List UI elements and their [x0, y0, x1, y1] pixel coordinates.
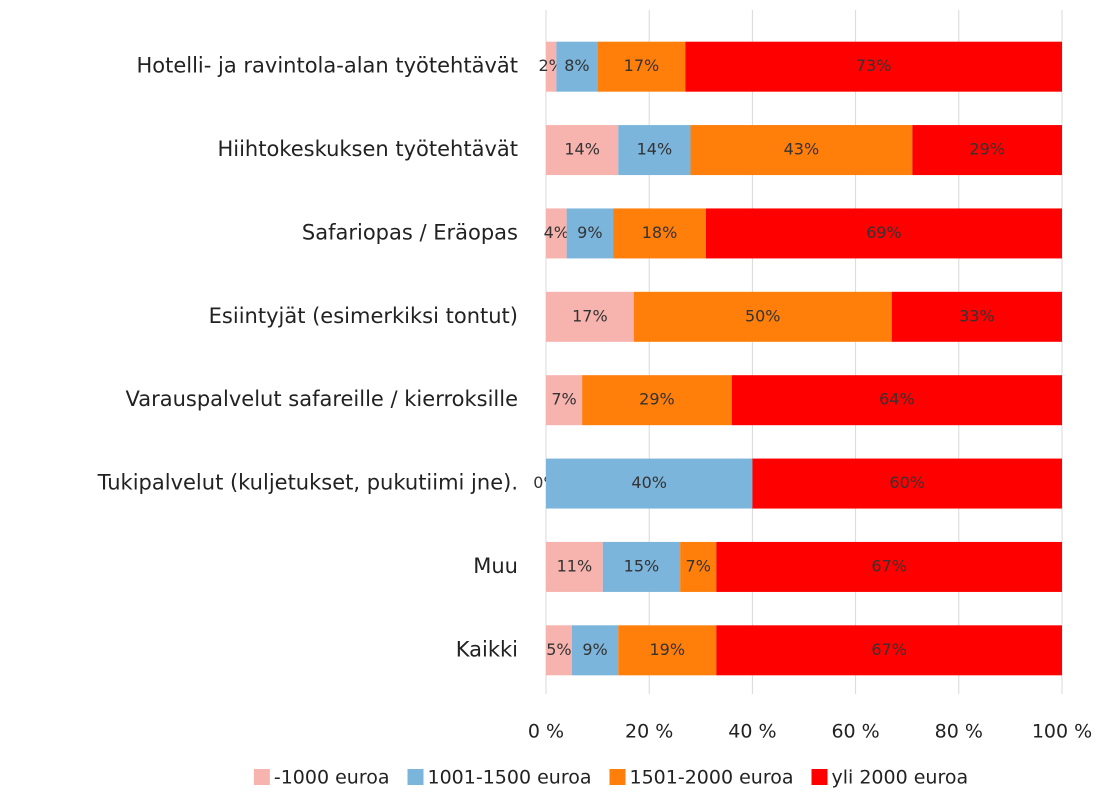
x-tick-label: 40 % — [728, 721, 776, 743]
data-label: 50% — [745, 306, 781, 325]
data-label: 67% — [871, 556, 907, 575]
data-label: 60% — [889, 473, 925, 492]
data-label: 7% — [551, 390, 576, 409]
data-label: 9% — [577, 223, 602, 242]
data-label: 17% — [572, 306, 608, 325]
legend-swatch — [609, 769, 626, 785]
bar-segment — [731, 375, 1062, 426]
y-tick-label: Tukipalvelut (kuljetukset, pukutiimi jne… — [97, 471, 518, 495]
bar-segment — [618, 625, 717, 676]
data-label: 14% — [564, 140, 600, 159]
bar-segment — [546, 625, 572, 676]
data-label: 15% — [624, 556, 660, 575]
x-tick-label: 100 % — [1032, 721, 1092, 743]
legend-label: yli 2000 euroa — [832, 767, 969, 789]
data-label: 43% — [784, 140, 820, 159]
x-tick-label: 20 % — [625, 721, 673, 743]
data-label: 4% — [544, 223, 569, 242]
bar-segment — [566, 208, 614, 259]
data-label: 9% — [582, 640, 607, 659]
data-label: 11% — [557, 556, 593, 575]
y-tick-label: Hiihtokeskuksen työtehtävät — [217, 137, 518, 161]
y-tick-label: Esiintyjät (esimerkiksi tontut) — [209, 304, 518, 328]
data-label: 29% — [969, 140, 1005, 159]
data-label: 29% — [639, 390, 675, 409]
y-tick-label: Safariopas / Eräopas — [302, 220, 518, 244]
bar-segment — [633, 291, 892, 342]
bar-segment — [912, 125, 1062, 176]
bar-segment — [690, 125, 913, 176]
legend-label: 1001-1500 euroa — [428, 767, 592, 789]
legend-swatch — [811, 769, 828, 785]
y-tick-label: Kaikki — [456, 637, 518, 661]
data-label: 73% — [856, 56, 892, 75]
data-label: 8% — [564, 56, 589, 75]
x-tick-label: 60 % — [831, 721, 879, 743]
x-tick-label: 80 % — [935, 721, 983, 743]
bar-segment — [716, 541, 1062, 592]
bar-segment — [705, 208, 1062, 259]
data-label: 69% — [866, 223, 902, 242]
data-label: 17% — [624, 56, 660, 75]
bar-segment — [618, 125, 691, 176]
y-tick-label: Muu — [473, 554, 518, 578]
data-label: 67% — [871, 640, 907, 659]
bar-segment — [546, 208, 567, 259]
data-label: 14% — [637, 140, 673, 159]
bar-segment — [546, 375, 583, 426]
bar-segment — [546, 125, 619, 176]
bar-segment — [685, 41, 1062, 92]
data-label: 64% — [879, 390, 915, 409]
data-label: 40% — [631, 473, 667, 492]
y-tick-label: Varauspalvelut safareille / kierroksille — [125, 387, 518, 411]
bar-segment — [582, 375, 732, 426]
bar-segment — [752, 458, 1062, 509]
bar-segment — [716, 625, 1062, 676]
bar-segment — [602, 541, 681, 592]
data-label: 18% — [642, 223, 678, 242]
data-label: 7% — [686, 556, 711, 575]
bar-segment — [556, 41, 598, 92]
bar-segment — [546, 291, 634, 342]
bar-segment — [546, 541, 603, 592]
data-label: 5% — [546, 640, 571, 659]
bar-segment — [597, 41, 686, 92]
x-tick-label: 0 % — [528, 721, 564, 743]
bar-segment — [613, 208, 706, 259]
data-label: 33% — [959, 306, 995, 325]
y-tick-label: Hotelli- ja ravintola-alan työtehtävät — [136, 54, 518, 78]
bar-segment — [546, 41, 557, 92]
data-label: 19% — [649, 640, 685, 659]
legend-swatch — [253, 769, 270, 785]
legend-label: 1501-2000 euroa — [630, 767, 794, 789]
bar-segment — [546, 458, 753, 509]
bar-segment — [891, 291, 1062, 342]
legend-label: -1000 euroa — [274, 767, 390, 789]
bar-segment — [571, 625, 619, 676]
bar-segment — [680, 541, 717, 592]
legend-swatch — [407, 769, 424, 785]
